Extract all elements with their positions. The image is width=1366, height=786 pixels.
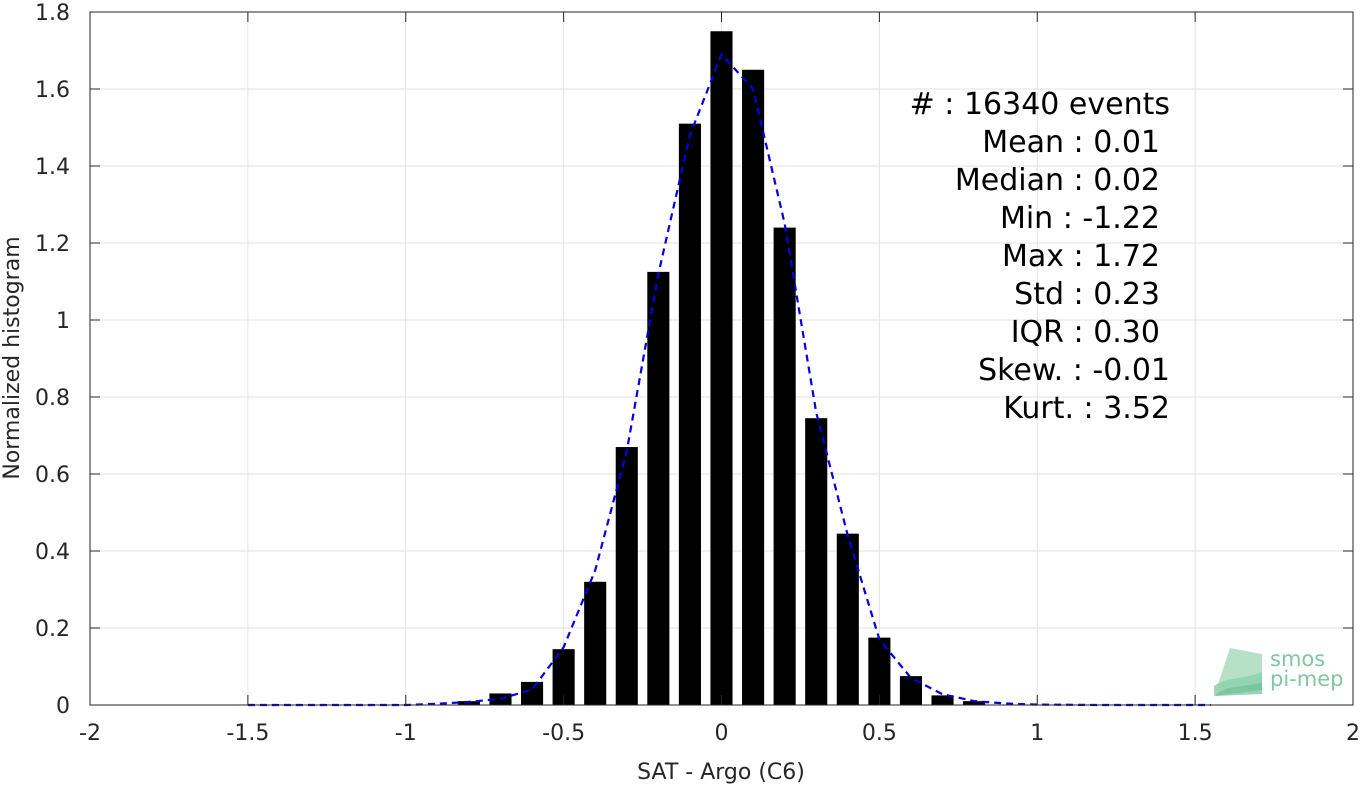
x-tick-label: 1 [1030, 721, 1044, 746]
y-tick-label: 0.6 [35, 463, 70, 488]
histogram-bar [805, 418, 828, 705]
y-tick-label: 0 [56, 694, 70, 719]
histogram-bar [963, 701, 986, 705]
stat-line: # : 16340 events [910, 87, 1170, 122]
axes [89, 11, 1354, 706]
y-tick-label: 0.8 [35, 386, 70, 411]
x-tick-label: 0.5 [862, 721, 897, 746]
histogram-bar [584, 581, 607, 705]
histogram-bar [520, 681, 544, 705]
x-tick-label: -0.5 [542, 721, 585, 746]
histogram-bar [710, 31, 733, 705]
histogram-bar [647, 271, 670, 705]
logo-text-line1: smos [1270, 647, 1325, 671]
y-tick-label: 1.2 [35, 232, 70, 257]
y-axis-label: Normalized histogram [0, 236, 25, 479]
logo-waves-icon [1214, 648, 1262, 696]
stat-line: Max : 1.72 [1002, 239, 1160, 274]
y-tick-label: 1.4 [35, 155, 70, 180]
tick-labels: -2 -1.5 -1 -0.5 0 0.5 1 1.5 2 0 0.2 0.4 0.6 0.8 1 1.2 1.… [35, 1, 1360, 746]
stat-line: Median : 0.02 [955, 163, 1160, 198]
histogram-bar [457, 701, 480, 705]
histogram-bar [615, 447, 638, 705]
y-tick-label: 0.2 [35, 617, 70, 642]
histogram-bar [773, 227, 796, 705]
x-tick-label: 2 [1346, 721, 1360, 746]
histogram-bar [931, 695, 954, 705]
stat-line: Min : -1.22 [1000, 201, 1160, 236]
histogram-bars [457, 31, 986, 705]
y-tick-label: 1 [56, 309, 70, 334]
x-tick-label: -2 [79, 721, 101, 746]
stat-line: IQR : 0.30 [1011, 315, 1160, 350]
stat-line: Mean : 0.01 [982, 125, 1160, 160]
stat-line: Kurt. : 3.52 [1003, 391, 1170, 426]
fit-curve-line [247, 52, 1211, 707]
y-tick-label: 1.8 [35, 1, 70, 26]
y-tick-label: 1.6 [35, 78, 70, 103]
histogram-bar [836, 533, 859, 705]
smos-pi-mep-logo: smos pi-mep [1214, 647, 1343, 696]
histogram-bar [868, 637, 891, 705]
x-tick-label: -1 [395, 721, 417, 746]
x-tick-label: -1.5 [226, 721, 269, 746]
x-tick-label: 0 [715, 721, 729, 746]
stat-line: Std : 0.23 [1014, 277, 1160, 312]
logo-text-line2: pi-mep [1270, 667, 1343, 691]
fit-curve [247, 52, 1211, 707]
histogram-bar [678, 123, 701, 705]
x-tick-label: 1.5 [1178, 721, 1213, 746]
stat-line: Skew. : -0.01 [978, 353, 1170, 388]
x-axis-label: SAT - Argo (C6) [637, 760, 805, 785]
y-tick-label: 0.4 [35, 540, 70, 565]
histogram-bar [742, 69, 765, 705]
histogram-bar [899, 676, 923, 705]
histogram-bar [552, 649, 575, 705]
